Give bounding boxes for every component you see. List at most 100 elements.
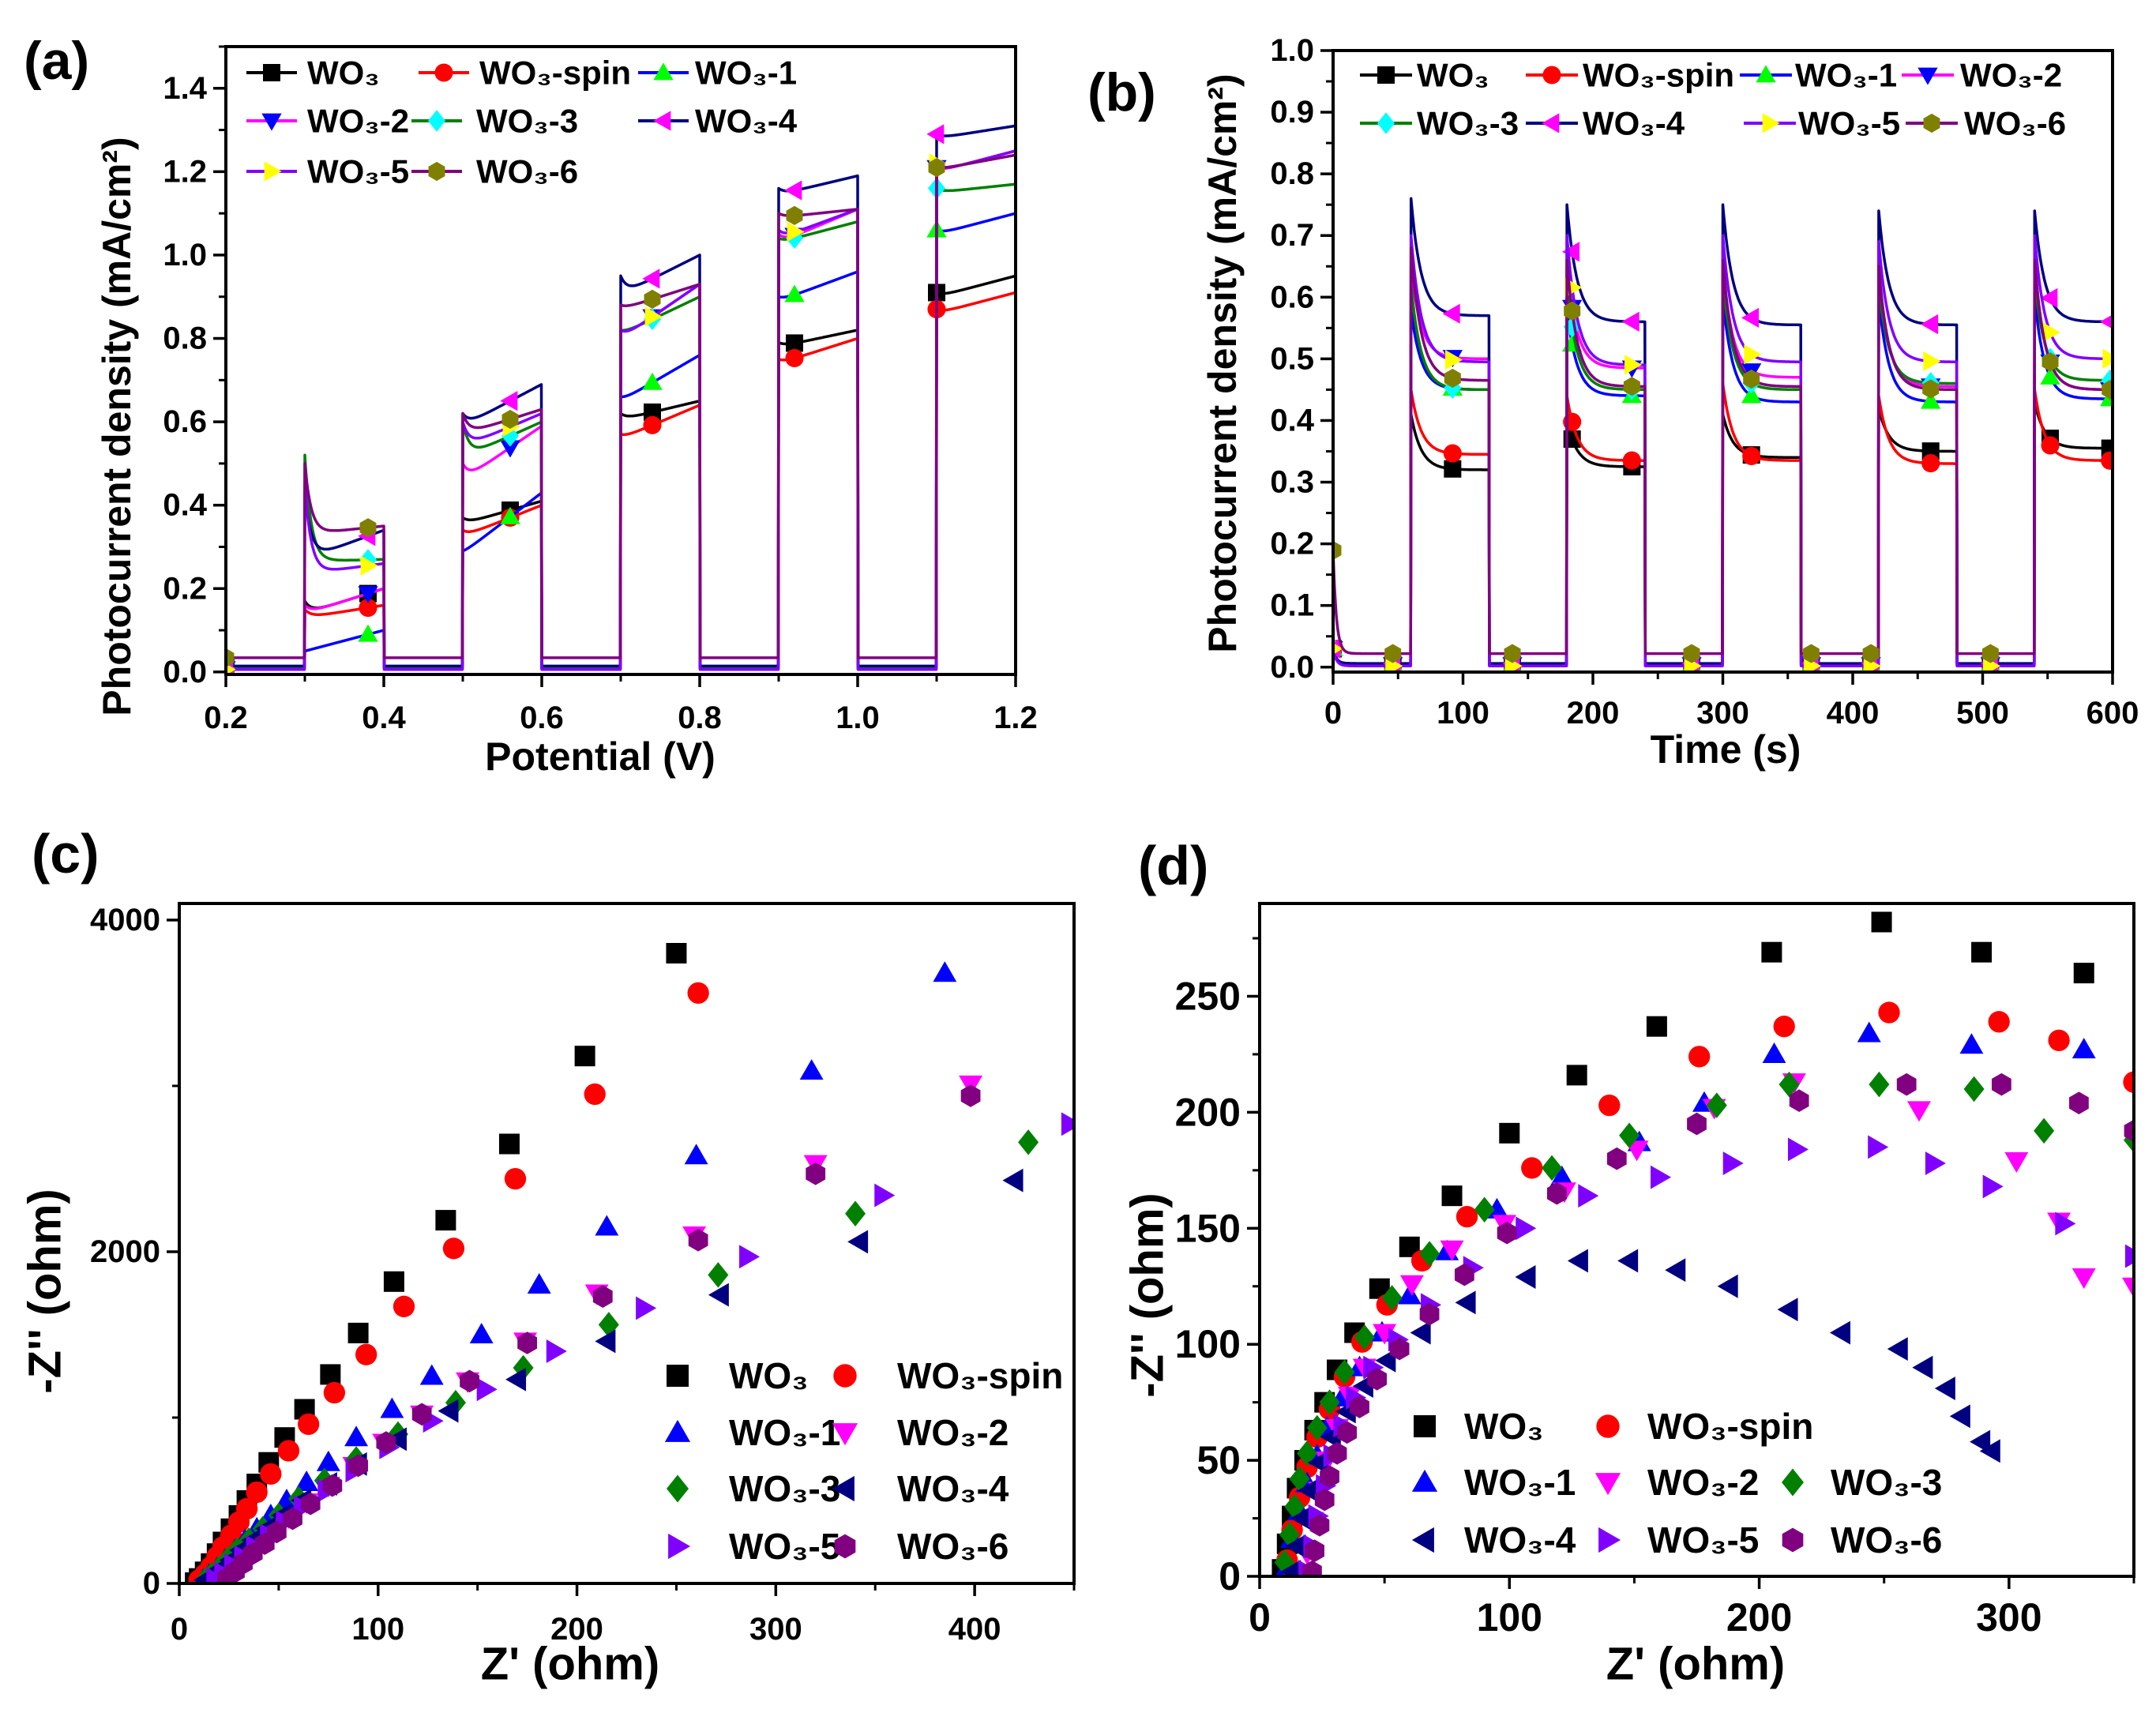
x-tick-label: 300 [749, 1612, 802, 1647]
data-point [1289, 1466, 1310, 1492]
data-point [2004, 1152, 2029, 1174]
y-tick-label: 0.2 [163, 571, 207, 606]
legend-label: WO₃-2 [307, 103, 409, 140]
legend-item: WO₃-6 [1782, 1519, 1942, 1561]
x-tick-label: 100 [1437, 696, 1489, 731]
legend-label: WO₃ [1417, 57, 1489, 94]
data-point [498, 1133, 520, 1155]
data-point [527, 1273, 551, 1294]
legend-label: WO₃-4 [1464, 1519, 1576, 1561]
legend-item: WO₃-1 [1740, 57, 1897, 94]
legend-label: WO₃-2 [1960, 57, 2062, 94]
x-tick-label: 0 [1324, 696, 1342, 731]
data-point-marker [642, 269, 660, 289]
ticks: 0 100 200 300 400 500 600 0.0 0.1 0.2 0.3 0.4 0.5 0.6… [1270, 33, 2139, 731]
data-point [2071, 1268, 2096, 1289]
data-point [1455, 1205, 1478, 1228]
data-point-marker [786, 205, 803, 225]
data-point [1606, 1147, 1627, 1170]
legend-label: WO₃-4 [1583, 105, 1685, 142]
legend-item: WO₃ [246, 54, 380, 92]
data-point-marker [359, 598, 377, 618]
x-tick-label: 100 [351, 1612, 404, 1647]
legend-marker [1411, 1469, 1438, 1492]
legend-label: WO₃-1 [695, 54, 797, 92]
data-point [1789, 1089, 1809, 1113]
legend-item: WO₃ [1414, 1406, 1543, 1447]
data-point [1959, 1033, 1984, 1054]
data-point [1397, 1283, 1422, 1305]
legend-item: WO₃-5 [246, 153, 409, 190]
y-tick-label: 0.6 [163, 404, 207, 439]
data-point [684, 1144, 708, 1165]
data-point-marker [2100, 314, 2113, 329]
data-point-marker [1921, 314, 1939, 335]
legend-marker [1377, 112, 1395, 134]
data-point [1516, 1216, 1537, 1241]
y-axis-title: -Z'' (ohm) [1122, 1193, 1174, 1398]
legend-item: WO₃-4 [1526, 105, 1685, 142]
data-point-marker [928, 157, 945, 178]
y-axis-title: -Z'' (ohm) [20, 1189, 71, 1394]
legend-label: WO₃-spin [1583, 57, 1734, 94]
panel-d: (d) 0 100 200 300 0 50 100 150 200 250 Z' (ohm) -Z''… [1122, 835, 2135, 1690]
data-point [1687, 1112, 1707, 1136]
legend-item: WO₃-6 [834, 1526, 1009, 1567]
data-point [1350, 1395, 1369, 1418]
legend-marker [1917, 67, 1938, 85]
data-point-marker [1504, 644, 1521, 663]
data-point-marker [501, 409, 519, 430]
x-tick-label: 400 [948, 1612, 1001, 1647]
data-point [1773, 1016, 1795, 1038]
y-tick-label: 0.8 [163, 321, 207, 356]
legend-marker [832, 1475, 855, 1502]
data-point [1857, 1021, 1881, 1042]
data-point [1546, 1181, 1567, 1205]
legend-marker [667, 1474, 689, 1503]
panel-b: (b) 0 100 200 300 400 500 600 0.0 0.1 0.2 0.3 0.4 0.5… [1087, 33, 2139, 772]
y-tick-label: 0.0 [163, 655, 207, 689]
legend-marker [1762, 113, 1780, 133]
data-point [2055, 1211, 2076, 1236]
legend-item: WO₃-1 [1411, 1462, 1576, 1503]
data-point [1762, 1042, 1786, 1064]
data-point [1474, 1196, 1495, 1223]
data-point [960, 1084, 981, 1107]
data-point [1454, 1263, 1474, 1286]
data-point [419, 1364, 444, 1385]
data-point [323, 1381, 346, 1404]
legend-marker [832, 1423, 858, 1446]
x-tick-label: 200 [550, 1612, 603, 1647]
data-point-marker [784, 180, 802, 201]
data-point-marker [1444, 349, 1463, 370]
legend-label: WO₃-6 [897, 1526, 1009, 1567]
x-tick-label: 1.0 [836, 701, 880, 735]
data-point [1871, 911, 1892, 933]
data-point [1896, 1072, 1917, 1096]
data-point-marker [1742, 446, 1761, 465]
legend: WO₃ WO₃-spin WO₃-1 WO₃-2 WO₃-3 WO₃-4 WO₃-5 WO₃-… [246, 54, 798, 190]
data-point [1706, 1092, 1727, 1118]
data-point [504, 1167, 527, 1190]
data-point [1307, 1451, 1328, 1474]
legend-label: WO₃-5 [729, 1526, 840, 1567]
data-point-marker [2101, 451, 2113, 470]
legend-marker [1377, 66, 1395, 84]
panel-a: (a) 0.2 0.4 0.6 0.8 1.0 1.2 0.0 0.2 0.4 0.6 0.8 1.0 1… [24, 31, 1038, 779]
data-point [505, 1367, 527, 1392]
data-point [1306, 1414, 1328, 1441]
data-point [592, 1285, 613, 1308]
x-tick-label: 0.8 [678, 701, 722, 735]
data-point-marker [1923, 351, 1941, 372]
y-tick-label: 0.2 [1270, 527, 1314, 562]
series-line [226, 124, 1016, 668]
data-point-marker [1744, 344, 1762, 365]
data-point-marker [1802, 644, 1820, 663]
data-point [806, 1162, 826, 1185]
data-point [260, 1463, 282, 1486]
data-point [1869, 1071, 1890, 1098]
data-point [1665, 1258, 1686, 1283]
data-point [1298, 1478, 1319, 1503]
data-point [347, 1322, 369, 1343]
data-point [1455, 1290, 1476, 1315]
